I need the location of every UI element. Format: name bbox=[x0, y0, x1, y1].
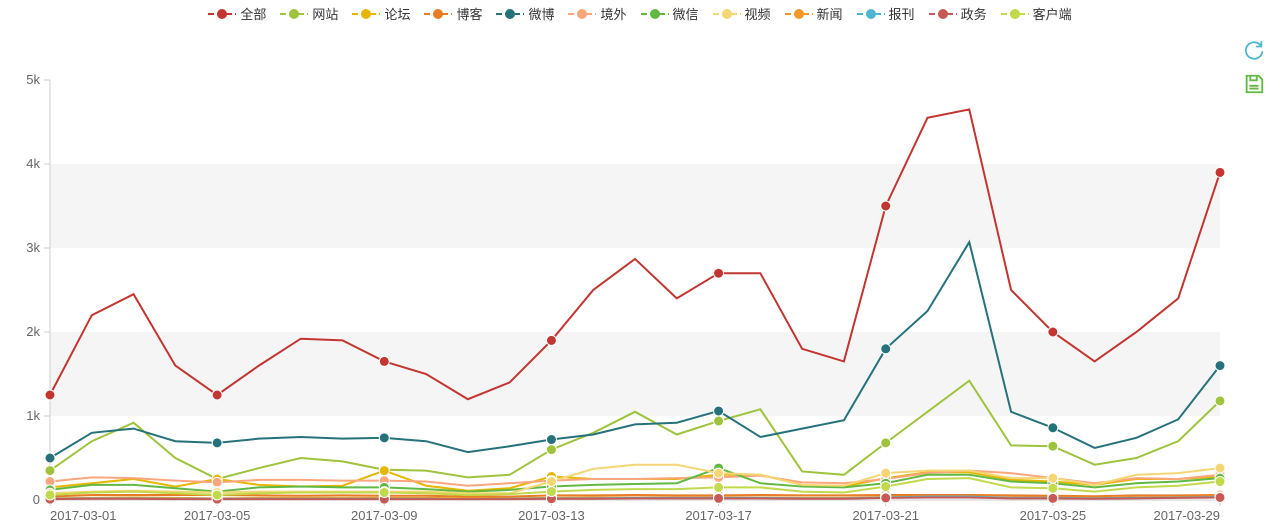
series-marker bbox=[881, 438, 891, 448]
legend-swatch-icon bbox=[641, 7, 669, 21]
series-marker bbox=[546, 487, 556, 497]
save-icon bbox=[1243, 73, 1265, 95]
legend-item[interactable]: 博客 bbox=[424, 4, 482, 23]
x-tick-label: 2017-03-17 bbox=[685, 508, 752, 523]
series-marker bbox=[212, 438, 222, 448]
x-tick-label: 2017-03-05 bbox=[184, 508, 251, 523]
refresh-button[interactable] bbox=[1242, 40, 1266, 64]
series-marker bbox=[45, 453, 55, 463]
y-tick-label: 4k bbox=[26, 156, 40, 171]
series-marker bbox=[1048, 327, 1058, 337]
y-tick-label: 5k bbox=[26, 72, 40, 87]
legend-swatch-icon bbox=[424, 7, 452, 21]
y-tick-label: 3k bbox=[26, 240, 40, 255]
x-tick-label: 2017-03-13 bbox=[518, 508, 585, 523]
series-marker bbox=[546, 435, 556, 445]
y-tick-label: 0 bbox=[33, 492, 40, 507]
y-tick-label: 2k bbox=[26, 324, 40, 339]
series-marker bbox=[714, 482, 724, 492]
series-marker bbox=[546, 335, 556, 345]
legend-label: 政务 bbox=[961, 4, 987, 23]
legend-label: 网站 bbox=[312, 4, 338, 23]
legend-swatch-icon bbox=[568, 7, 596, 21]
series-marker bbox=[379, 487, 389, 497]
series-marker bbox=[212, 477, 222, 487]
series-marker bbox=[881, 468, 891, 478]
series-marker bbox=[1215, 396, 1225, 406]
series-marker bbox=[45, 466, 55, 476]
legend-item[interactable]: 微博 bbox=[496, 4, 554, 23]
y-tick-label: 1k bbox=[26, 408, 40, 423]
series-marker bbox=[379, 433, 389, 443]
series-marker bbox=[212, 390, 222, 400]
legend-label: 新闻 bbox=[817, 4, 843, 23]
x-tick-label: 2017-03-09 bbox=[351, 508, 418, 523]
series-marker bbox=[379, 356, 389, 366]
legend-swatch-icon bbox=[352, 7, 380, 21]
series-marker bbox=[714, 268, 724, 278]
legend-label: 微博 bbox=[528, 4, 554, 23]
series-marker bbox=[1048, 441, 1058, 451]
series-marker bbox=[881, 482, 891, 492]
legend-swatch-icon bbox=[1001, 7, 1029, 21]
series-marker bbox=[1048, 493, 1058, 503]
legend-item[interactable]: 网站 bbox=[280, 4, 338, 23]
series-marker bbox=[546, 445, 556, 455]
legend-swatch-icon bbox=[208, 7, 236, 21]
series-marker bbox=[1048, 483, 1058, 493]
chart-legend: 全部 网站 论坛 博客 微博 境外 微信 视频 新闻 报刊 政务 客户端 bbox=[0, 4, 1280, 23]
legend-swatch-icon bbox=[857, 7, 885, 21]
series-marker bbox=[1215, 477, 1225, 487]
series-marker bbox=[714, 416, 724, 426]
legend-swatch-icon bbox=[496, 7, 524, 21]
legend-swatch-icon bbox=[280, 7, 308, 21]
legend-item[interactable]: 微信 bbox=[641, 4, 699, 23]
legend-label: 博客 bbox=[456, 4, 482, 23]
series-marker bbox=[881, 493, 891, 503]
chart-toolbox bbox=[1242, 40, 1266, 96]
legend-swatch-icon bbox=[929, 7, 957, 21]
legend-label: 客户端 bbox=[1033, 4, 1072, 23]
series-marker bbox=[1048, 473, 1058, 483]
series-marker bbox=[881, 201, 891, 211]
legend-label: 境外 bbox=[600, 4, 626, 23]
series-marker bbox=[714, 406, 724, 416]
series-marker bbox=[714, 493, 724, 503]
series-marker bbox=[1215, 167, 1225, 177]
save-button[interactable] bbox=[1242, 72, 1266, 96]
legend-label: 全部 bbox=[240, 4, 266, 23]
series-marker bbox=[1048, 423, 1058, 433]
series-marker bbox=[45, 390, 55, 400]
legend-label: 报刊 bbox=[889, 4, 915, 23]
legend-item[interactable]: 视频 bbox=[713, 4, 771, 23]
legend-item[interactable]: 全部 bbox=[208, 4, 266, 23]
legend-label: 论坛 bbox=[384, 4, 410, 23]
legend-item[interactable]: 政务 bbox=[929, 4, 987, 23]
chart-container: 全部 网站 论坛 博客 微博 境外 微信 视频 新闻 报刊 政务 客户端 0 1k 2k 3k 4k 5k 201… bbox=[0, 0, 1280, 524]
series-marker bbox=[1215, 361, 1225, 371]
legend-label: 视频 bbox=[745, 4, 771, 23]
legend-swatch-icon bbox=[785, 7, 813, 21]
series-marker bbox=[1215, 492, 1225, 502]
series-marker bbox=[379, 466, 389, 476]
x-tick-label: 2017-03-25 bbox=[1020, 508, 1087, 523]
series-marker bbox=[212, 490, 222, 500]
series-marker bbox=[45, 490, 55, 500]
legend-swatch-icon bbox=[713, 7, 741, 21]
x-tick-label: 2017-03-01 bbox=[50, 508, 117, 523]
legend-item[interactable]: 论坛 bbox=[352, 4, 410, 23]
refresh-icon bbox=[1243, 41, 1265, 63]
x-tick-label: 2017-03-29 bbox=[1154, 508, 1221, 523]
series-marker bbox=[714, 468, 724, 478]
legend-item[interactable]: 报刊 bbox=[857, 4, 915, 23]
legend-item[interactable]: 境外 bbox=[568, 4, 626, 23]
series-marker bbox=[881, 344, 891, 354]
line-chart: 0 1k 2k 3k 4k 5k 2017-03-01 2017-03-05 2017-03-0… bbox=[0, 0, 1280, 524]
series-marker bbox=[1215, 463, 1225, 473]
legend-item[interactable]: 新闻 bbox=[785, 4, 843, 23]
series-marker bbox=[546, 477, 556, 487]
legend-label: 微信 bbox=[673, 4, 699, 23]
legend-item[interactable]: 客户端 bbox=[1001, 4, 1072, 23]
x-tick-label: 2017-03-21 bbox=[852, 508, 919, 523]
